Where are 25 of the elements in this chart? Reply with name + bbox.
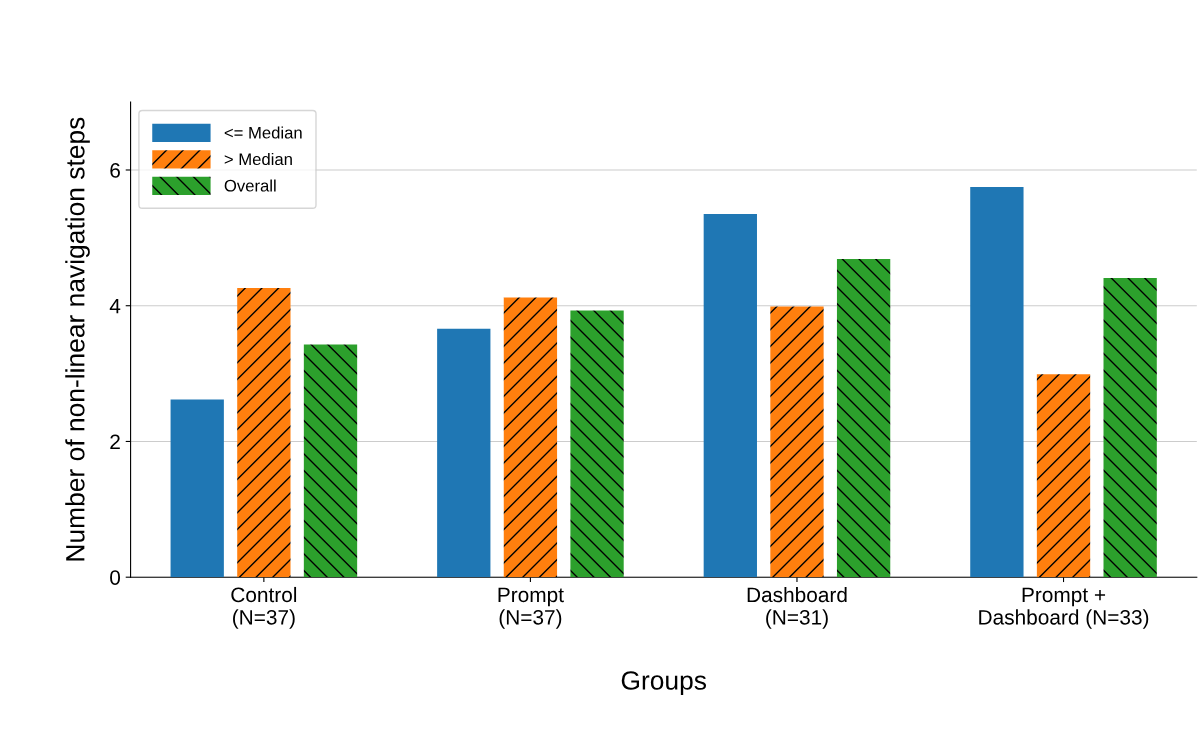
bar [970,186,1024,578]
bar [437,328,491,578]
y-tick-label: 4 [109,298,121,314]
bar [836,258,891,578]
bar [570,310,624,578]
bar [703,214,757,578]
bar [1036,374,1091,578]
bar [770,306,824,578]
y-axis-title: Number of non-linear navigation steps [65,117,90,561]
y-tick-label: 2 [110,434,120,450]
y-tick-label: 0 [110,570,121,585]
legend-label: Overall [224,179,276,192]
legend-label: > Median [224,152,292,166]
x-tick-label: Prompt + Dashboard (N=33) [979,587,1149,629]
bar [303,344,358,578]
bar [1103,277,1157,578]
bar [237,288,291,578]
x-axis-title: Groups [621,671,707,696]
legend-label: <= Median [224,126,302,139]
bar [170,399,224,578]
bar [503,297,558,578]
x-tick-label: Prompt (N=37) [498,587,564,629]
x-tick-label: Dashboard (N=31) [747,586,847,629]
y-tick-label: 6 [110,162,120,178]
x-tick-label: Control (N=37) [231,586,297,629]
